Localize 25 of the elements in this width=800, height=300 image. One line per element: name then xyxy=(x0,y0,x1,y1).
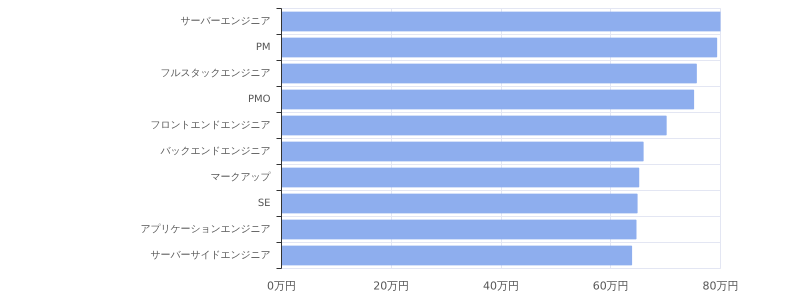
x-tick-label: 80万円 xyxy=(702,280,738,292)
y-tick-label: フルスタックエンジニア xyxy=(160,68,270,79)
y-tick-label: アプリケーションエンジニア xyxy=(140,223,270,235)
x-tick-label: 0万円 xyxy=(267,280,296,292)
bar xyxy=(282,64,697,84)
bar xyxy=(282,12,720,32)
y-tick-label: PMO xyxy=(248,94,271,105)
x-tick-label: 40万円 xyxy=(483,280,519,292)
y-tick-label: サーバーサイドエンジニア xyxy=(150,250,270,261)
y-tick-label: バックエンドエンジニア xyxy=(160,146,270,157)
y-tick-label: フロントエンドエンジニア xyxy=(150,120,270,131)
bar xyxy=(282,168,640,188)
x-tick-label: 20万円 xyxy=(373,280,410,292)
bar xyxy=(282,194,638,214)
y-tick-label: サーバーエンジニア xyxy=(180,16,270,27)
y-tick-label: PM xyxy=(256,42,271,53)
bar xyxy=(282,246,632,266)
bar xyxy=(282,116,667,136)
y-tick-label: マークアップ xyxy=(210,171,272,183)
bar xyxy=(282,38,718,58)
bar xyxy=(282,90,694,110)
bar xyxy=(282,220,636,240)
y-tick-label: SE xyxy=(258,198,271,209)
x-tick-label: 60万円 xyxy=(592,280,629,292)
bar xyxy=(282,142,644,162)
